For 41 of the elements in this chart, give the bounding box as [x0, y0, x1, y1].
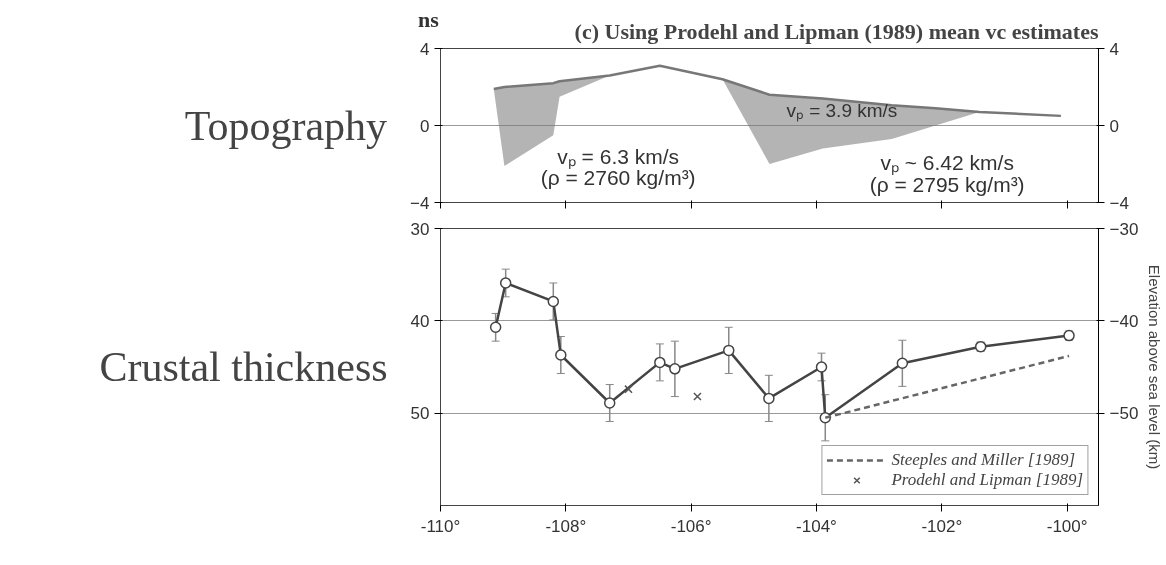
- legend-label: Steeples and Miller [1989]: [891, 450, 1076, 470]
- y-axis-title: Crustal thickness: [99, 344, 388, 390]
- point: [669, 363, 681, 375]
- y-tick-label: 40: [410, 311, 430, 331]
- y2-tick-label: −40: [1109, 311, 1139, 331]
- y-tick-label: 30: [410, 219, 430, 239]
- y-tick-label: 0: [420, 116, 430, 136]
- x-tick-label: -104°: [796, 516, 837, 536]
- y2-tick-label: −4: [1109, 193, 1129, 213]
- y2-tick-label: −30: [1109, 219, 1139, 239]
- point: [693, 392, 702, 401]
- point: [723, 344, 735, 357]
- point: [624, 384, 633, 394]
- y-tick-label: −4: [410, 193, 430, 213]
- point: [499, 277, 512, 289]
- y-tick-label: 4: [420, 39, 430, 59]
- y-axis-title: Topography: [184, 102, 388, 149]
- point: [896, 357, 909, 370]
- y2-tick-label: 0: [1109, 116, 1119, 136]
- x-tick-label: -108°: [545, 516, 587, 536]
- point: [603, 397, 616, 409]
- annotation: vₚ = 6.3 km/s: [557, 144, 680, 170]
- chart-title: (c) Using Prodehl and Lipman (1989) mean vc estimates: [574, 18, 1099, 44]
- y-tick-label: 50: [410, 404, 430, 424]
- point: [763, 392, 775, 405]
- annotation: vₚ ~ 6.42 km/s: [880, 150, 1014, 176]
- point: [547, 295, 560, 308]
- point: [555, 349, 567, 361]
- point: [654, 356, 666, 369]
- x-tick-label: -100°: [1046, 516, 1088, 536]
- x-tick-label: -110°: [420, 516, 461, 536]
- annotation: vₚ = 3.9 km/s: [786, 99, 898, 122]
- x-tick-label: -102°: [921, 516, 963, 536]
- y2-axis-title: Elevation above sea level (km): [1146, 264, 1164, 470]
- point: [815, 361, 828, 373]
- y2-tick-label: 4: [1109, 39, 1119, 59]
- x-tick-label: -106°: [670, 516, 712, 536]
- point: [489, 321, 502, 334]
- text: ns: [418, 6, 439, 34]
- y2-tick-label: −50: [1109, 404, 1139, 424]
- legend-label: Prodehl and Lipman [1989]: [891, 470, 1083, 490]
